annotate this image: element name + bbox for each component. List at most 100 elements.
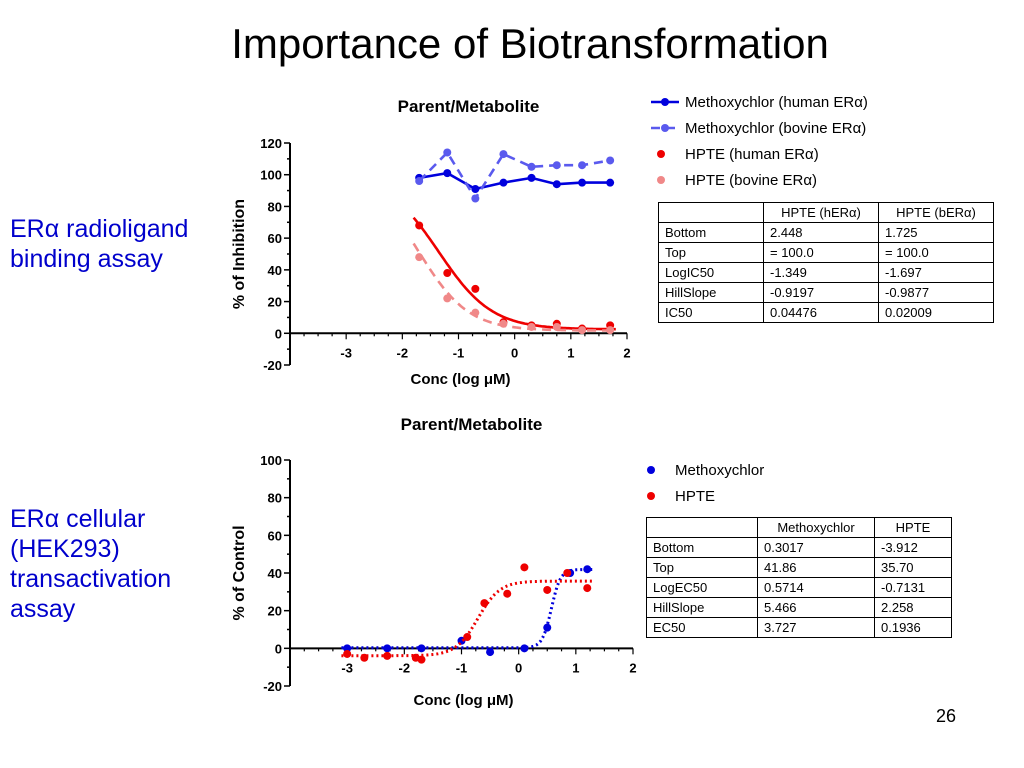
data-point	[415, 253, 424, 262]
data-point	[343, 649, 352, 658]
assay-label-line: ERα cellular	[10, 505, 146, 533]
y-tick-label: 0	[275, 641, 282, 656]
legend-marker	[647, 492, 655, 500]
data-point	[471, 284, 480, 293]
legend-label: Methoxychlor (bovine ERα)	[685, 120, 866, 137]
table-header-row: HPTE (hERα) HPTE (bERα)	[658, 202, 994, 223]
legend-marker	[657, 150, 665, 158]
table-cell: IC50	[658, 302, 764, 323]
x-tick-label: -1	[453, 345, 465, 360]
series-line	[418, 150, 611, 201]
data-point	[343, 644, 352, 653]
data-point	[543, 623, 552, 632]
x-tick-label: -3	[341, 660, 353, 675]
table-cell: 0.5714	[757, 577, 875, 598]
y-tick-label: -20	[263, 358, 282, 373]
table-header-row: Methoxychlor HPTE	[646, 517, 952, 538]
table-cell: -1.697	[878, 262, 994, 283]
table-cell: 3.727	[757, 617, 875, 638]
data-point	[563, 569, 572, 577]
table-header-cell	[646, 517, 758, 538]
data-point	[583, 584, 592, 593]
legend-label: HPTE (human ERα)	[685, 146, 819, 163]
y-tick-label: 80	[268, 199, 282, 214]
fit-curve	[341, 579, 593, 658]
x-tick-label: 0	[515, 660, 522, 675]
x-tick-label: -1	[456, 660, 468, 675]
data-point	[443, 148, 452, 157]
table-cell: 35.70	[874, 557, 952, 578]
table-cell: EC50	[646, 617, 758, 638]
data-point	[383, 651, 392, 660]
table-cell: LogIC50	[658, 262, 764, 283]
table-cell: 0.3017	[757, 537, 875, 558]
table-cell: LogEC50	[646, 577, 758, 598]
table-row: EC50 3.727 0.1936	[646, 617, 952, 638]
assay-label-line: (HEK293)	[10, 535, 120, 563]
table-cell: Top	[646, 557, 758, 578]
y-tick-label: 120	[260, 136, 282, 151]
table-cell: Top	[658, 242, 764, 263]
table-cell: 1.725	[878, 222, 994, 243]
y-tick-label: 20	[268, 295, 282, 310]
legend-label: Methoxychlor	[675, 462, 764, 479]
chart-title: Parent/Metabolite	[401, 415, 543, 434]
table-cell: -0.7131	[874, 577, 952, 598]
y-tick-label: 40	[268, 566, 282, 581]
transactivation-params-table: Methoxychlor HPTE Bottom 0.3017 -3.912 T…	[646, 517, 952, 638]
x-axis-label: Conc (log μM)	[414, 692, 514, 709]
table-header-cell: HPTE (hERα)	[763, 202, 879, 223]
data-point	[471, 184, 480, 193]
data-point	[606, 326, 615, 335]
data-point	[527, 162, 536, 171]
table-header-cell: Methoxychlor	[757, 517, 875, 538]
data-point	[415, 221, 424, 230]
data-point	[415, 177, 424, 186]
table-cell: = 100.0	[763, 242, 879, 263]
y-axis-label: % of Control	[231, 525, 248, 620]
data-point	[471, 194, 480, 203]
data-point	[583, 565, 592, 574]
table-row: IC50 0.04476 0.02009	[658, 302, 994, 323]
x-axis-label: Conc (log μM)	[411, 371, 511, 388]
table-cell: = 100.0	[878, 242, 994, 263]
y-tick-label: 100	[260, 168, 282, 183]
x-tick-label: 2	[623, 345, 630, 360]
binding-params-table: HPTE (hERα) HPTE (bERα) Bottom 2.448 1.7…	[658, 202, 994, 323]
table-row: Bottom 0.3017 -3.912	[646, 537, 952, 558]
data-point	[443, 294, 452, 303]
assay-label-binding: ERα radioligand binding assay	[10, 214, 188, 274]
y-tick-label: -20	[263, 679, 282, 694]
data-point	[383, 644, 392, 653]
table-cell: 5.466	[757, 597, 875, 618]
legend-marker	[647, 466, 655, 474]
data-point	[527, 173, 536, 182]
chart-title: Parent/Metabolite	[398, 97, 540, 116]
data-point	[578, 326, 587, 335]
x-tick-label: -3	[340, 345, 352, 360]
table-cell: 2.448	[763, 222, 879, 243]
table-cell: HillSlope	[658, 282, 764, 303]
data-point	[520, 563, 529, 572]
y-tick-label: 40	[268, 263, 282, 278]
table-row: LogIC50 -1.349 -1.697	[658, 262, 994, 283]
table-header-cell	[658, 202, 764, 223]
data-point	[578, 161, 587, 170]
y-tick-label: 20	[268, 604, 282, 619]
data-point	[552, 161, 561, 170]
table-cell: Bottom	[646, 537, 758, 558]
data-point	[503, 589, 512, 598]
table-row: Top 41.86 35.70	[646, 557, 952, 578]
data-point	[499, 150, 508, 159]
data-point	[443, 169, 452, 178]
data-point	[499, 319, 508, 328]
table-cell: HillSlope	[646, 597, 758, 618]
data-point	[527, 322, 536, 331]
legend-label: HPTE	[675, 488, 715, 505]
table-header-cell: HPTE (bERα)	[878, 202, 994, 223]
data-point	[471, 308, 480, 317]
table-cell: 0.02009	[878, 302, 994, 323]
slide-number: 26	[936, 706, 957, 726]
data-point	[417, 655, 426, 664]
assay-label-line: transactivation	[10, 565, 172, 593]
